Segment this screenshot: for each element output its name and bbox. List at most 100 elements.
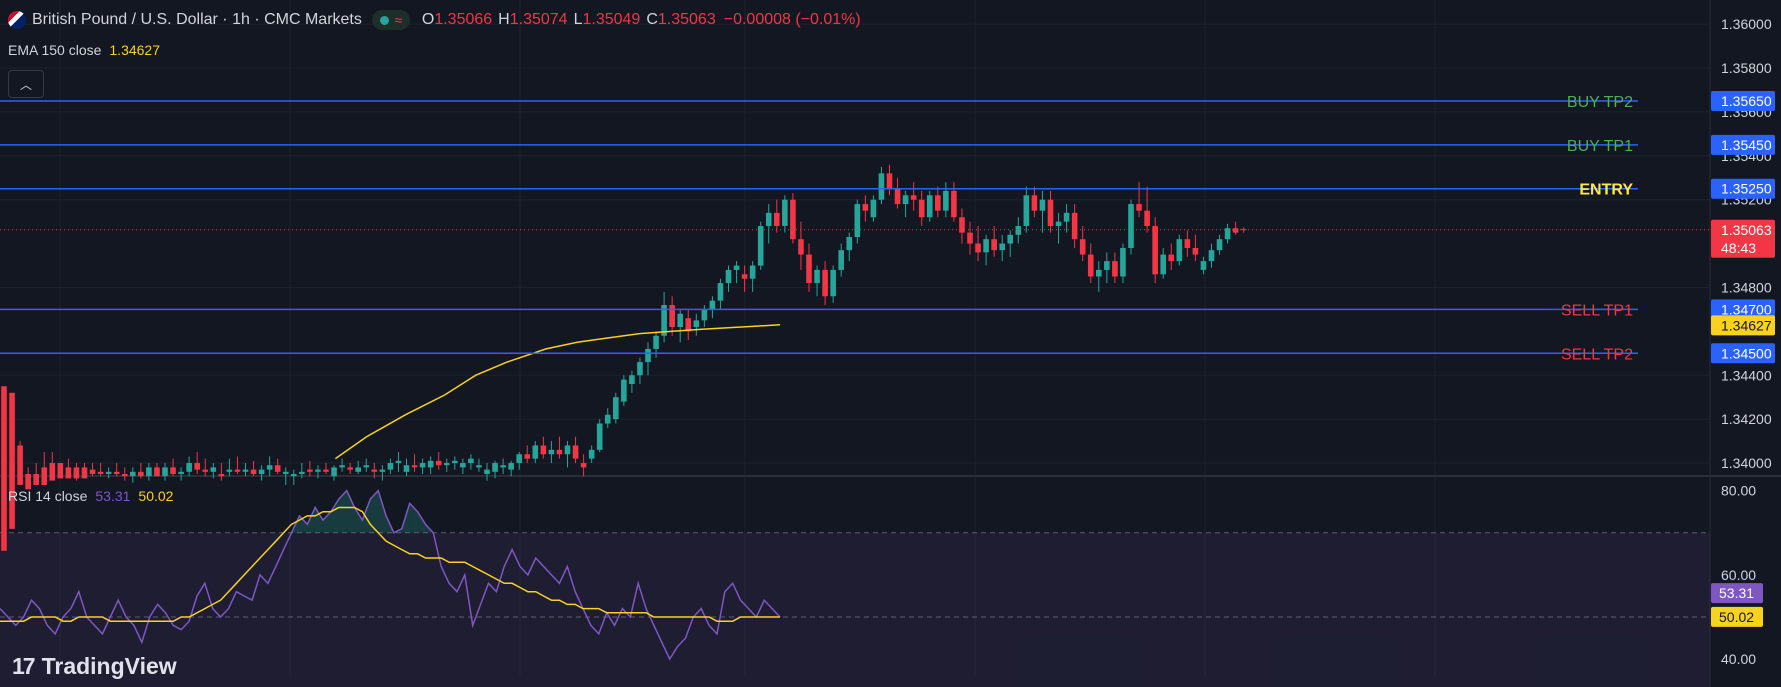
- candle-body: [556, 449, 563, 455]
- rsi-axis-tick: 80.00: [1721, 483, 1756, 499]
- price-axis-tick: 1.35800: [1721, 60, 1772, 76]
- candle-body: [830, 269, 836, 297]
- candle-body: [81, 467, 88, 479]
- ema-label: EMA 150 close: [8, 42, 102, 58]
- candle-body: [814, 269, 820, 284]
- candle-body: [1063, 212, 1070, 222]
- candle-body: [661, 305, 667, 336]
- candle-body: [258, 469, 265, 474]
- candle-body: [33, 474, 39, 485]
- level-price-tag: [1711, 90, 1775, 111]
- candle-body: [613, 397, 619, 420]
- level-price-tag-text: 1.35450: [1721, 137, 1772, 153]
- candle-body: [170, 467, 176, 474]
- candle-body: [379, 469, 386, 472]
- candle-body: [588, 449, 595, 459]
- candle-body: [717, 283, 724, 301]
- candle-body: [476, 465, 482, 468]
- countdown-text: 48:43: [1721, 240, 1756, 256]
- candle-body: [757, 226, 764, 266]
- candle-body: [395, 460, 402, 464]
- candle-body: [790, 199, 796, 240]
- rsi-overbought-fill: [307, 507, 316, 533]
- candle-body: [1112, 261, 1118, 277]
- rsi-legend[interactable]: RSI 14 close 53.31 50.02: [8, 488, 173, 504]
- rsi-band-fill: [0, 532, 1710, 687]
- candle-body: [910, 195, 917, 200]
- candle-body: [709, 300, 716, 310]
- candle-body: [1232, 228, 1239, 233]
- rsi-overbought-fill: [346, 490, 355, 533]
- candle-body: [1104, 261, 1110, 270]
- candle-body: [1224, 228, 1231, 240]
- candle-body: [218, 474, 225, 477]
- flag-icon: [8, 11, 26, 29]
- tradingview-logo[interactable]: 17 TradingView: [12, 653, 177, 680]
- candle-body: [693, 320, 700, 327]
- price-axis-tick: 1.34000: [1721, 455, 1772, 471]
- candle-body: [323, 469, 329, 472]
- candle-body: [701, 309, 708, 321]
- candle-body: [870, 199, 877, 218]
- candle-body: [1144, 210, 1150, 227]
- ohlc-low-value: 1.35049: [582, 11, 641, 28]
- candle-body: [741, 274, 748, 279]
- candle-body: [629, 375, 635, 385]
- candle-body: [49, 463, 56, 481]
- candle-body: [210, 467, 217, 472]
- candle-body: [427, 460, 434, 468]
- tradingview-wordmark: TradingView: [41, 653, 177, 679]
- candle-body: [854, 204, 861, 237]
- candle-body: [580, 463, 587, 468]
- level-price-tag: [1711, 299, 1775, 320]
- candle-body: [282, 471, 289, 474]
- candle-body: [838, 250, 844, 270]
- ohlc-high-value: 1.35074: [509, 11, 568, 28]
- rsi-ma-value: 50.02: [138, 488, 174, 504]
- candle-body: [935, 195, 941, 211]
- candle-body: [508, 463, 514, 470]
- ema-legend[interactable]: EMA 150 close 1.34627: [8, 42, 160, 58]
- rsi-axis-tick: 40.00: [1721, 651, 1756, 667]
- wave-icon: ≈: [394, 12, 403, 28]
- candle-body: [387, 463, 394, 470]
- candle-body: [669, 305, 675, 327]
- rsi-overbought-fill: [315, 507, 324, 533]
- candle-body: [967, 232, 973, 244]
- candle-body: [943, 190, 949, 211]
- ohlc-high: H1.35074: [492, 11, 567, 29]
- candle-body: [234, 469, 241, 472]
- candle-body: [1047, 199, 1054, 227]
- market-status-badge[interactable]: ≈: [371, 10, 410, 30]
- candle-body: [749, 265, 756, 279]
- candle-body: [983, 239, 989, 253]
- candle-body: [1240, 229, 1247, 231]
- candle-body: [1168, 254, 1175, 262]
- ema-value: 1.34627: [109, 42, 160, 58]
- candle-body: [331, 467, 337, 477]
- ohlc-close-value: 1.35063: [657, 11, 716, 28]
- candle-body: [154, 467, 160, 477]
- candle-body: [918, 199, 925, 218]
- candle-body: [419, 463, 426, 468]
- level-label-buy-tp2: BUY TP2: [1567, 94, 1633, 111]
- candle-body: [371, 469, 378, 472]
- candle-body: [113, 471, 120, 474]
- ohlc-close: C1.35063: [640, 11, 715, 29]
- last-price-tag: [1711, 219, 1775, 258]
- candle-body: [1152, 226, 1158, 275]
- symbol-title[interactable]: British Pound / U.S. Dollar · 1h · CMC M…: [32, 11, 362, 28]
- collapse-legend-button[interactable]: ︿: [8, 70, 44, 98]
- candle-body: [105, 471, 112, 474]
- rsi-overbought-fill: [362, 499, 371, 533]
- candle-body: [1087, 254, 1094, 277]
- candle-body: [89, 469, 96, 474]
- candle-body: [443, 463, 450, 466]
- candle-body: [484, 469, 490, 474]
- candle-body: [725, 269, 732, 284]
- rsi-value-tag: [1711, 583, 1763, 604]
- last-price-tag-text: 1.35063: [1721, 222, 1772, 238]
- candle-body: [355, 467, 361, 472]
- candle-body: [452, 460, 458, 464]
